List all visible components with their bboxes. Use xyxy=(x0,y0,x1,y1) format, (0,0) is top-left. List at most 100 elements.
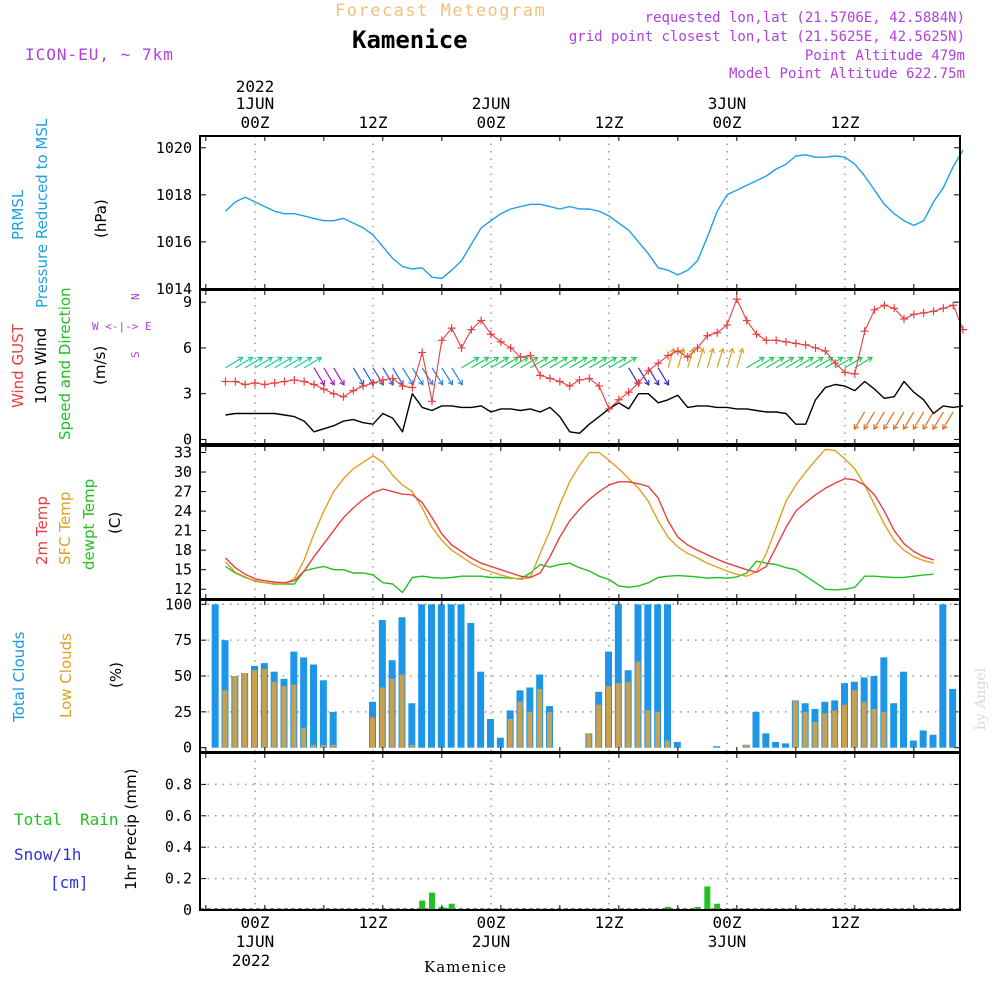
header-subtitle: Forecast Meteogram xyxy=(335,1,546,21)
low-cloud-bar xyxy=(881,711,887,748)
header-gridpoint: grid point closest lon,lat (21.5625E, 42… xyxy=(569,29,965,45)
wind-arrow xyxy=(942,411,954,430)
watermark: by Angel xyxy=(973,667,989,730)
wind-arrow xyxy=(490,356,509,369)
gust-marker xyxy=(310,380,318,389)
snow-label: Snow/1h xyxy=(14,845,81,864)
wind-arrowhead xyxy=(912,424,919,431)
gust-marker xyxy=(241,380,250,389)
wind-arrow xyxy=(559,356,578,369)
rain-bar xyxy=(665,906,671,910)
wind-arrow xyxy=(274,356,293,369)
low-cloud-bar xyxy=(615,683,621,748)
dewpt-label: dewpt Temp xyxy=(80,479,98,570)
wind-arrowhead xyxy=(867,356,874,363)
wind-arrow xyxy=(313,367,325,386)
ytick-label: 27 xyxy=(174,483,192,501)
rain-bar xyxy=(419,900,426,910)
pressure-line xyxy=(225,149,964,280)
sfctemp-label: SFC Temp xyxy=(56,492,74,565)
total-cloud-bar xyxy=(654,604,662,748)
total-cloud-bar xyxy=(929,734,937,748)
gust-marker xyxy=(280,377,289,386)
ytick-label: 0.2 xyxy=(165,870,192,888)
top-date-3: 3JUN xyxy=(708,94,747,113)
snow-unit: [cm] xyxy=(50,873,89,892)
total-cloud-bar xyxy=(408,703,416,748)
compass-s: S xyxy=(129,351,142,358)
wind-arrow xyxy=(530,356,548,369)
gust-marker xyxy=(673,346,682,355)
wind-arrowhead xyxy=(788,356,795,363)
wind-arrowhead xyxy=(591,356,598,363)
gust-marker xyxy=(477,316,486,325)
gust-marker xyxy=(536,371,545,380)
top-hour-2: 12Z xyxy=(359,113,388,132)
gust-marker xyxy=(546,374,554,383)
ytick-label: 0 xyxy=(183,901,192,919)
wind-arrow xyxy=(520,356,538,369)
total-cloud-bar xyxy=(949,688,957,748)
ytick-label: 12 xyxy=(174,580,192,598)
total-cloud-bar xyxy=(418,604,426,748)
low-cloud-bar xyxy=(871,708,877,748)
low-cloud-bar xyxy=(301,727,307,748)
low-cloud-bar xyxy=(507,719,513,748)
wind-arrow xyxy=(726,348,734,368)
low-cloud-bar xyxy=(851,690,857,748)
wind-arrow xyxy=(854,356,873,369)
wind-arrowhead xyxy=(708,347,715,354)
gust-marker xyxy=(664,351,672,360)
wind-arrowhead xyxy=(277,356,284,363)
ytick-label: 21 xyxy=(174,522,192,540)
gust-marker xyxy=(644,366,653,375)
wind-arrowhead xyxy=(817,356,824,363)
ytick-label: 100 xyxy=(165,595,192,613)
wind-arrow xyxy=(863,411,876,430)
ytick-label: 33 xyxy=(174,444,192,462)
top-date-2: 2JUN xyxy=(472,94,511,113)
gust-marker xyxy=(457,343,466,352)
total-cloud-bar xyxy=(713,746,721,748)
total-cloud-bar xyxy=(437,604,445,748)
bottom-hour-4: 12Z xyxy=(595,913,624,932)
gust-marker xyxy=(624,388,633,397)
gust-marker xyxy=(821,346,830,355)
wind-arrowhead xyxy=(631,356,638,363)
ytick-label: 3 xyxy=(183,385,192,403)
gust-marker xyxy=(349,386,358,395)
total-cloud-bar xyxy=(428,604,435,748)
gust-marker xyxy=(919,308,928,317)
low-cloud-bar xyxy=(832,710,838,748)
wind-arrowhead xyxy=(532,356,539,363)
low-cloud-bar xyxy=(861,701,867,748)
wind-arrow xyxy=(411,367,424,386)
bottom-year: 2022 xyxy=(232,951,271,970)
bottom-hour-1: 00Z xyxy=(241,913,270,932)
gust-label: Wind GUST xyxy=(9,323,27,408)
total-cloud-bar xyxy=(477,671,485,748)
wind-arrow xyxy=(254,356,273,369)
low-cloud-bar xyxy=(537,688,543,748)
wind-arrowhead xyxy=(601,356,608,363)
wind-arrowhead xyxy=(483,356,490,363)
wind-arrowhead xyxy=(758,356,765,363)
total-cloud-bar xyxy=(880,657,888,748)
total-cloud-bar xyxy=(467,622,475,748)
header-requested: requested lon,lat (21.5706E, 42.5884N) xyxy=(645,10,965,26)
ytick-label: 30 xyxy=(174,463,192,481)
bottom-hour-6: 12Z xyxy=(831,913,860,932)
ytick-label: 75 xyxy=(174,631,192,649)
ytick-label: 9 xyxy=(183,293,192,311)
total-cloud-bar xyxy=(782,743,789,748)
wind-arrow xyxy=(264,356,283,369)
gust-marker xyxy=(251,379,259,388)
ytick-label: 18 xyxy=(174,541,192,559)
gust-marker xyxy=(487,330,495,339)
wind-arrowhead xyxy=(493,356,500,363)
gust-line xyxy=(225,298,964,410)
low-cloud-bar xyxy=(232,676,238,748)
wind-arrowhead xyxy=(552,356,559,363)
wind-arrow xyxy=(431,367,444,386)
